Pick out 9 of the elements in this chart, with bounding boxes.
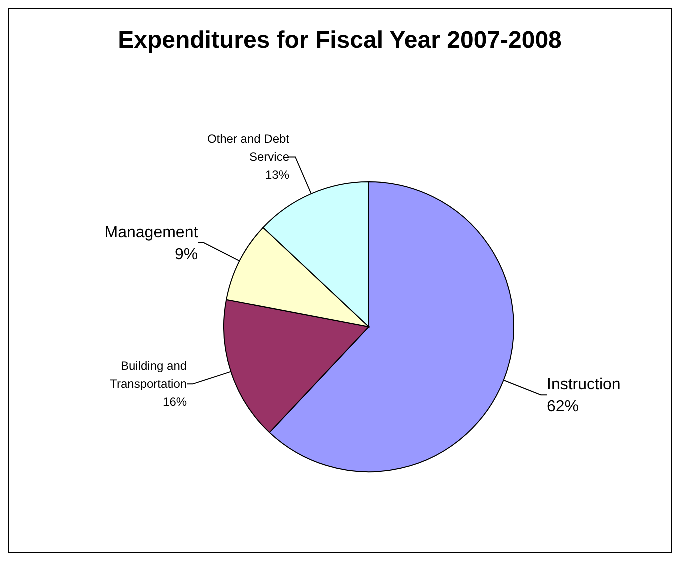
data-label: 13% bbox=[265, 168, 290, 182]
slice-label: Building and Transportation bbox=[110, 359, 188, 392]
slice-label: Other and Debt Service bbox=[207, 132, 290, 164]
slice-label: Management bbox=[104, 224, 199, 242]
data-label: 9% bbox=[175, 246, 198, 264]
data-label: 16% bbox=[163, 395, 188, 410]
chart-title: Expenditures for Fiscal Year 2007-2008 bbox=[117, 27, 563, 56]
data-label: 62% bbox=[547, 398, 580, 416]
slice-label: Instruction bbox=[547, 376, 621, 394]
